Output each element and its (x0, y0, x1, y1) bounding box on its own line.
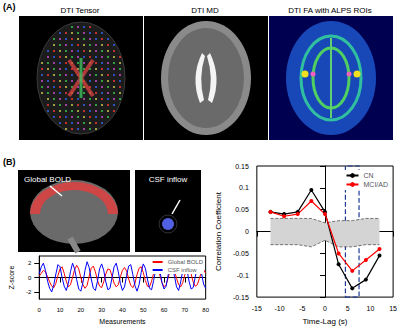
svg-text:0.15: 0.15 (235, 163, 249, 170)
svg-text:20: 20 (77, 307, 84, 313)
svg-text:-2: -2 (26, 289, 32, 295)
svg-text:60: 60 (161, 307, 168, 313)
svg-text:30: 30 (98, 307, 105, 313)
svg-text:DTI Tensor: DTI Tensor (61, 6, 100, 15)
svg-text:0.05: 0.05 (235, 206, 249, 213)
svg-text:CSF inflow: CSF inflow (168, 267, 198, 273)
svg-text:2: 2 (28, 260, 32, 266)
svg-text:0: 0 (28, 275, 32, 281)
svg-text:5: 5 (346, 305, 350, 312)
svg-text:Z-score: Z-score (8, 266, 15, 290)
svg-text:MCI/AD: MCI/AD (364, 181, 389, 188)
svg-text:CSF inflow: CSF inflow (149, 175, 188, 184)
svg-text:CN: CN (364, 172, 374, 179)
svg-text:Correlation Coefficient: Correlation Coefficient (214, 191, 223, 271)
svg-text:0: 0 (245, 228, 249, 235)
svg-text:Measurements: Measurements (99, 318, 146, 325)
svg-text:10: 10 (57, 307, 64, 313)
svg-text:Global BOLD: Global BOLD (24, 175, 71, 184)
svg-text:70: 70 (182, 307, 189, 313)
svg-text:-5: -5 (299, 305, 305, 312)
svg-text:-0.05: -0.05 (233, 250, 249, 257)
svg-text:40: 40 (119, 307, 126, 313)
svg-text:DTI MD: DTI MD (191, 6, 219, 15)
svg-text:0.1: 0.1 (239, 184, 249, 191)
svg-text:DTI FA with ALPS ROIs: DTI FA with ALPS ROIs (288, 6, 372, 15)
svg-text:15: 15 (389, 305, 397, 312)
svg-text:80: 80 (202, 307, 209, 313)
svg-text:(B): (B) (3, 157, 16, 167)
svg-text:-15: -15 (252, 305, 262, 312)
svg-text:10: 10 (366, 305, 374, 312)
svg-text:0: 0 (323, 305, 327, 312)
svg-text:(A): (A) (3, 2, 16, 12)
svg-text:Global BOLD: Global BOLD (168, 259, 204, 265)
svg-text:Time-Lag (s): Time-Lag (s) (302, 317, 347, 326)
svg-text:-0.15: -0.15 (233, 294, 249, 301)
svg-text:0: 0 (38, 307, 42, 313)
svg-text:50: 50 (140, 307, 147, 313)
svg-text:-10: -10 (275, 305, 285, 312)
svg-text:-0.1: -0.1 (237, 272, 249, 279)
